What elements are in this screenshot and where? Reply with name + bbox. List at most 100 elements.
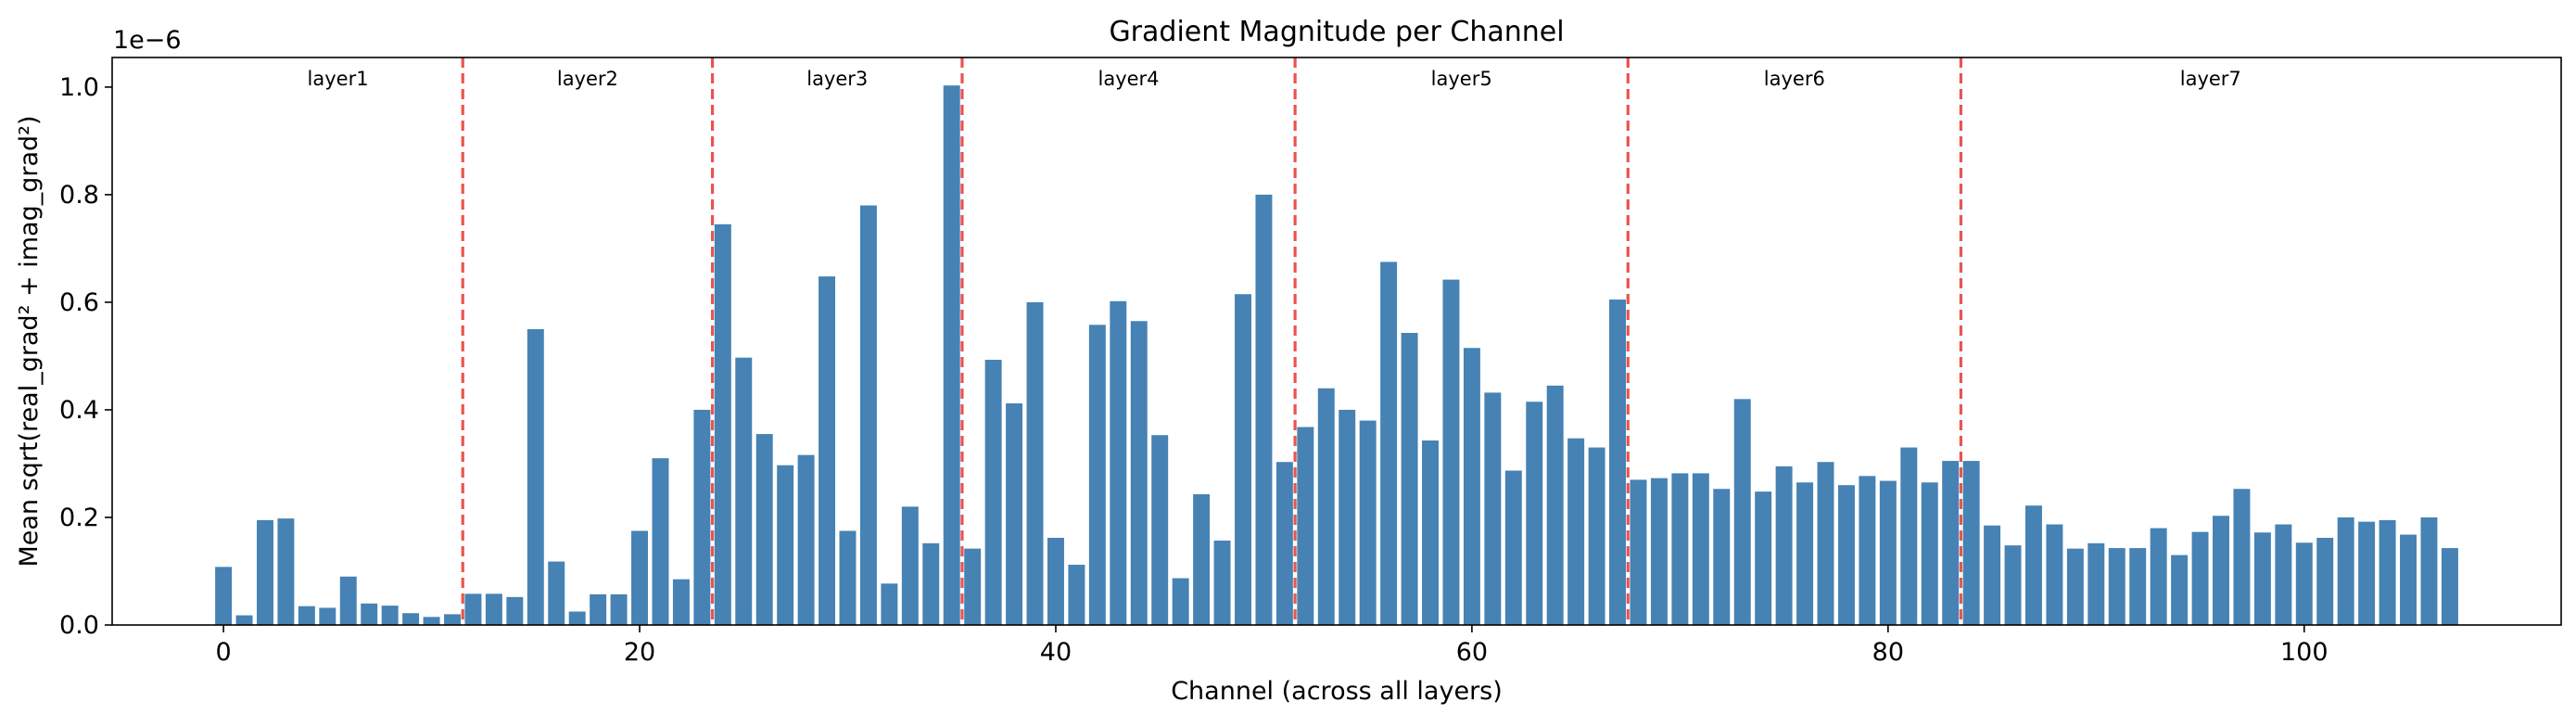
bar-channel-37 [984,360,1002,625]
bar-channel-106 [2420,517,2438,625]
bar-channel-79 [1859,476,1876,625]
bar-channel-19 [610,593,628,625]
y-tick-label: 0.8 [59,181,99,210]
bar-channel-0 [215,567,233,625]
y-axis-ticks: 0.0 0.2 0.4 0.6 0.8 1.0 [59,73,112,640]
bar-channel-47 [1193,494,1211,625]
bar-channel-2 [257,519,273,625]
bar-channel-57 [1401,333,1418,625]
bars-group [215,85,2458,626]
bar-channel-25 [735,357,753,625]
bar-channel-67 [1609,300,1627,625]
layer-label-6: layer6 [1764,68,1825,90]
bar-channel-81 [1900,447,1918,625]
bar-channel-87 [2024,505,2042,625]
bar-channel-61 [1484,392,1502,625]
y-tick-label: 0.6 [59,288,99,317]
bar-channel-80 [1879,480,1897,625]
bar-channel-86 [2004,545,2022,625]
bar-channel-75 [1775,466,1793,625]
bar-channel-69 [1650,478,1668,625]
bar-channel-1 [235,615,253,625]
bar-channel-63 [1526,402,1543,625]
bar-channel-54 [1339,409,1356,625]
bar-channel-103 [2358,521,2376,625]
bar-channel-88 [2046,524,2063,625]
bar-channel-27 [777,465,794,625]
bar-channel-48 [1213,540,1231,625]
bar-channel-64 [1546,385,1564,625]
bar-channel-60 [1463,348,1480,625]
bar-channel-36 [964,548,982,625]
bar-channel-95 [2191,531,2209,625]
bar-channel-20 [631,530,649,625]
bar-channel-38 [1006,403,1023,625]
bar-channel-76 [1796,482,1814,625]
bar-channel-90 [2087,542,2105,625]
layer-label-1: layer1 [308,68,369,90]
bar-channel-39 [1026,301,1044,625]
bar-channel-7 [361,603,378,625]
x-tick-label: 60 [1456,638,1488,667]
bar-channel-100 [2295,542,2313,625]
y-tick-label: 0.4 [59,396,99,425]
y-tick-label: 0.2 [59,504,99,532]
bar-channel-71 [1692,473,1709,625]
layer-labels-group: layer1 layer2 layer3 layer4 layer5 layer6 laye… [308,68,2241,90]
bar-channel-98 [2253,532,2271,625]
bar-channel-96 [2213,516,2229,625]
bar-channel-46 [1172,578,1189,625]
bar-channel-40 [1047,538,1064,625]
bar-channel-107 [2441,548,2458,625]
bar-channel-10 [423,617,440,625]
chart-title: Gradient Magnitude per Channel [1109,16,1564,48]
bar-channel-101 [2316,538,2334,625]
bar-channel-45 [1151,435,1169,625]
plot-frame [111,57,2562,626]
bar-channel-62 [1504,470,1522,625]
bar-channel-13 [485,593,502,625]
bar-channel-15 [527,328,544,625]
bar-channel-32 [881,583,898,625]
bar-channel-52 [1297,427,1314,625]
bar-channel-59 [1442,279,1460,625]
bar-channel-58 [1422,440,1439,625]
bar-channel-18 [590,593,607,625]
y-tick-label: 1.0 [59,73,99,102]
layer-label-7: layer7 [2180,68,2241,90]
bar-channel-17 [568,611,586,625]
bar-channel-94 [2171,555,2189,625]
x-tick-label: 100 [2280,638,2329,667]
bar-channel-50 [1255,194,1273,626]
bar-channel-31 [859,205,877,625]
bar-channel-73 [1733,399,1751,625]
bar-channel-55 [1359,420,1377,625]
bar-channel-53 [1317,388,1335,625]
bar-channel-56 [1380,261,1398,625]
bar-channel-30 [839,530,857,625]
bar-channel-42 [1088,325,1106,625]
x-axis-label: Channel (across all layers) [1171,677,1503,706]
x-tick-label: 20 [624,638,655,667]
bar-channel-84 [1962,461,1980,625]
bar-channel-104 [2379,519,2396,625]
layer-label-2: layer2 [557,68,618,90]
bar-channel-4 [298,606,315,625]
bar-channel-92 [2129,548,2147,625]
y-tick-label: 0.0 [59,611,99,640]
bar-channel-26 [755,434,773,625]
bar-channel-66 [1588,447,1605,625]
bar-channel-102 [2337,517,2354,625]
layer-label-3: layer3 [806,68,868,90]
bar-channel-83 [1942,461,1960,625]
bar-channel-22 [672,579,690,625]
bar-channel-11 [444,614,461,625]
bar-channel-97 [2233,489,2251,625]
bar-channel-12 [464,593,482,625]
bar-channel-41 [1068,565,1085,625]
bar-channel-3 [277,518,295,625]
bar-channel-82 [1921,482,1938,625]
x-tick-label: 40 [1040,638,1072,667]
